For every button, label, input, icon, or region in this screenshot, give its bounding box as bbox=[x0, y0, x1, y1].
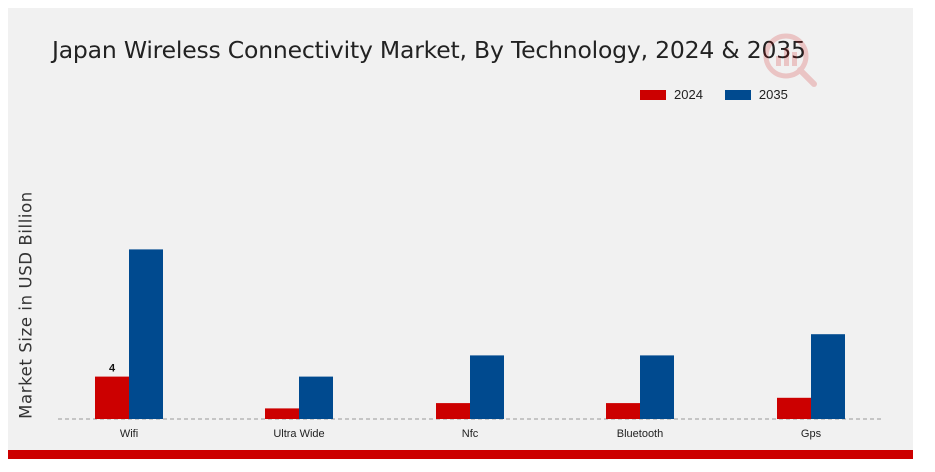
legend-label-2035: 2035 bbox=[758, 87, 788, 102]
legend-swatch-2035 bbox=[724, 89, 751, 100]
x-tick-label-nfc: Nfc bbox=[462, 428, 479, 440]
bar-nfc-2024 bbox=[436, 403, 470, 419]
labels-group: Wifi Ultra Wide Nfc Bluetooth Gps 4 bbox=[109, 363, 822, 440]
legend-swatch-2024 bbox=[640, 89, 666, 100]
bar-ultra-wide-2035 bbox=[299, 376, 333, 419]
bars-group bbox=[95, 249, 845, 419]
legend-item-2035: 2035 bbox=[724, 87, 788, 102]
bar-gps-2024 bbox=[777, 397, 811, 419]
bar-wifi-2035 bbox=[129, 249, 163, 419]
bar-bluetooth-2024 bbox=[606, 403, 640, 419]
x-tick-label-ultra-wide: Ultra Wide bbox=[273, 428, 324, 440]
bar-nfc-2035 bbox=[470, 355, 504, 419]
x-tick-label-gps: Gps bbox=[801, 428, 822, 440]
bar-wifi-2024 bbox=[95, 376, 129, 419]
legend-label-2024: 2024 bbox=[674, 87, 703, 102]
bar-ultra-wide-2024 bbox=[265, 408, 299, 419]
legend-item-2024: 2024 bbox=[640, 87, 703, 102]
bottom-accent-bar bbox=[8, 450, 913, 459]
logo-watermark-icon bbox=[763, 33, 817, 87]
x-tick-label-wifi: Wifi bbox=[120, 428, 138, 440]
chart-title: Japan Wireless Connectivity Market, By T… bbox=[52, 36, 806, 64]
legend: 2024 2035 bbox=[640, 87, 810, 102]
data-label-wifi-2024: 4 bbox=[109, 363, 116, 375]
bar-bluetooth-2035 bbox=[640, 355, 674, 419]
x-tick-label-bluetooth: Bluetooth bbox=[617, 428, 663, 440]
bar-gps-2035 bbox=[811, 334, 845, 419]
